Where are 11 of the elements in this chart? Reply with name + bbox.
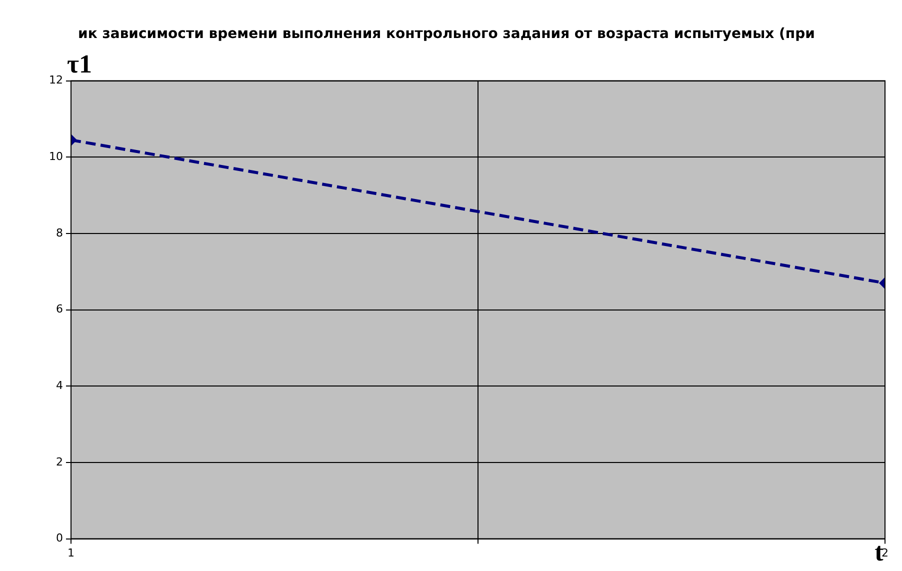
y-tick-label: 12: [49, 74, 63, 87]
y-tick-label: 10: [49, 150, 63, 163]
y-tick-label: 4: [56, 378, 63, 392]
y-axis-title: τ1: [67, 50, 92, 79]
chart-title: ик зависимости времени выполнения контрольного задания от возраста испытуемых (при: [78, 26, 815, 42]
y-tick-label: 2: [56, 455, 63, 468]
x-axis-title: t: [874, 538, 884, 567]
y-tick-label: 8: [56, 226, 63, 240]
x-tick-label: 1: [68, 546, 74, 560]
y-tick-label: 0: [56, 532, 63, 545]
y-tick-label: 6: [56, 302, 63, 316]
